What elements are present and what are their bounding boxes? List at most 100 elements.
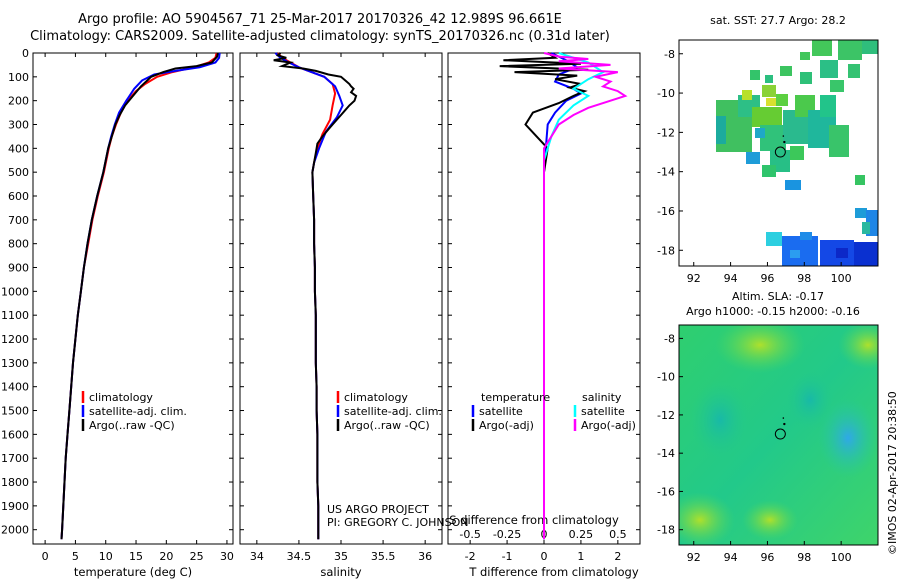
x-axis-label-top: S difference from climatology bbox=[449, 513, 619, 527]
argo-track-point bbox=[782, 417, 785, 419]
legend-label: satellite bbox=[581, 405, 625, 418]
y-tick-label: 1200 bbox=[1, 333, 29, 346]
argo-position-marker bbox=[774, 428, 786, 440]
x-axis-label: temperature (deg C) bbox=[74, 565, 192, 579]
pi-annotation: PI: GREGORY C. JOHNSON bbox=[327, 516, 468, 529]
y-tick-label: -12 bbox=[657, 126, 675, 139]
x-tick-label-salinity: 0.25 bbox=[569, 528, 594, 541]
series-line-argo-raw-qc- bbox=[273, 52, 358, 540]
legend-label: satellite-adj. clim. bbox=[89, 405, 187, 418]
y-tick-label: -16 bbox=[657, 205, 675, 218]
y-tick-label: 1000 bbox=[1, 285, 29, 298]
argo-track-point bbox=[783, 422, 786, 426]
sla-heatmap-image bbox=[679, 325, 878, 545]
legend-label: climatology bbox=[89, 391, 153, 404]
legend-label: Argo(..raw -QC) bbox=[89, 419, 175, 432]
x-tick-label: 94 bbox=[724, 551, 738, 564]
x-tick-label: 98 bbox=[797, 551, 811, 564]
x-tick-label: 1 bbox=[577, 550, 584, 563]
x-axis-label: T difference from climatology bbox=[468, 565, 639, 579]
y-tick-label: 1700 bbox=[1, 452, 29, 465]
plot-frame bbox=[239, 52, 443, 545]
y-tick-label: -8 bbox=[664, 332, 675, 345]
x-tick-label: 2 bbox=[614, 550, 621, 563]
map-frame bbox=[678, 324, 879, 546]
x-tick-label: 92 bbox=[687, 272, 701, 285]
y-tick-label: 200 bbox=[8, 95, 29, 108]
series-line-s-argo-adj- bbox=[543, 52, 628, 540]
series-line-s-satellite bbox=[543, 52, 606, 540]
y-tick-label: 0 bbox=[22, 47, 29, 60]
x-tick-label: 20 bbox=[159, 550, 173, 563]
x-tick-label-salinity: 0.5 bbox=[609, 528, 627, 541]
y-tick-label: -12 bbox=[657, 409, 675, 422]
plot-frame bbox=[32, 52, 234, 545]
figure-title-line-2: Climatology: CARS2009. Satellite-adjuste… bbox=[30, 29, 610, 44]
copyright-credit: ©IMOS 02-Apr-2017 20:38:50 bbox=[886, 391, 899, 555]
y-tick-label: 800 bbox=[8, 238, 29, 251]
profile-panel-salinity: 34 34.5 35 35.5 36 salinity climatologysatelli… bbox=[239, 52, 468, 579]
y-tick-label: -18 bbox=[657, 524, 675, 537]
y-tick-label: 1600 bbox=[1, 428, 29, 441]
x-tick-label: -2 bbox=[465, 550, 476, 563]
x-tick-label: 98 bbox=[797, 272, 811, 285]
argo-position-marker bbox=[774, 146, 786, 158]
y-tick-label: -16 bbox=[657, 485, 675, 498]
x-tick-label: 30 bbox=[220, 550, 234, 563]
legend-header-temperature: temperature bbox=[481, 391, 550, 404]
x-tick-label: 0 bbox=[42, 550, 49, 563]
x-tick-label: 96 bbox=[760, 551, 774, 564]
y-tick-label: 1500 bbox=[1, 405, 29, 418]
x-tick-label: 34 bbox=[250, 550, 264, 563]
legend-header-salinity: salinity bbox=[582, 391, 622, 404]
profile-panel-difference: -2 -1 0 1 2-0.5 -0.25 0 0.25 0.5S difference fro… bbox=[447, 52, 641, 579]
sst-heatmap-image bbox=[716, 40, 878, 266]
legend-label: Argo(-adj) bbox=[479, 419, 534, 432]
y-tick-label: -14 bbox=[657, 447, 675, 460]
map-frame bbox=[678, 39, 879, 267]
y-tick-label: 1900 bbox=[1, 500, 29, 513]
x-tick-label: 100 bbox=[831, 272, 852, 285]
legend-label: satellite-adj. clim. bbox=[344, 405, 442, 418]
y-tick-label: 1400 bbox=[1, 381, 29, 394]
series-line-satellite-adj-clim- bbox=[60, 52, 221, 540]
x-axis-label: salinity bbox=[320, 565, 361, 579]
argo-track-point bbox=[783, 140, 786, 144]
series-line-argo-raw-qc- bbox=[60, 52, 219, 540]
x-tick-label: 96 bbox=[760, 272, 774, 285]
x-tick-label-salinity: -0.25 bbox=[493, 528, 521, 541]
y-tick-label: 600 bbox=[8, 190, 29, 203]
y-tick-label: -18 bbox=[657, 244, 675, 257]
y-tick-label: 1100 bbox=[1, 309, 29, 322]
pi-annotation: US ARGO PROJECT bbox=[327, 503, 429, 516]
x-tick-label: 0 bbox=[541, 550, 548, 563]
y-tick-label: -10 bbox=[657, 87, 675, 100]
x-tick-label: -1 bbox=[502, 550, 513, 563]
y-tick-label: 700 bbox=[8, 214, 29, 227]
legend-label: climatology bbox=[344, 391, 408, 404]
profile-panel-temperature: 0100200300400500600700800900100011001200… bbox=[1, 47, 234, 579]
x-tick-label: 35 bbox=[334, 550, 348, 563]
series-line-climatology bbox=[277, 52, 337, 540]
legend-label: Argo(..raw -QC) bbox=[344, 419, 430, 432]
x-tick-label: 100 bbox=[831, 551, 852, 564]
map-title: Argo h1000: -0.15 h2000: -0.16 bbox=[686, 305, 860, 318]
x-tick-label: 35.5 bbox=[371, 550, 396, 563]
y-tick-label: 2000 bbox=[1, 524, 29, 537]
argo-track-point bbox=[782, 135, 785, 137]
y-tick-label: 100 bbox=[8, 71, 29, 84]
y-tick-label: 500 bbox=[8, 166, 29, 179]
y-tick-label: -10 bbox=[657, 371, 675, 384]
y-tick-label: 900 bbox=[8, 262, 29, 275]
figure-title-line-1: Argo profile: AO 5904567_71 25-Mar-2017 … bbox=[78, 12, 562, 27]
legend-label: Argo(-adj) bbox=[581, 419, 636, 432]
y-tick-label: 1800 bbox=[1, 476, 29, 489]
y-tick-label: 300 bbox=[8, 119, 29, 132]
map-title: Altim. SLA: -0.17 bbox=[732, 290, 824, 303]
y-tick-label: -14 bbox=[657, 166, 675, 179]
legend-label: satellite bbox=[479, 405, 523, 418]
x-tick-label: 15 bbox=[129, 550, 143, 563]
map-title: sat. SST: 27.7 Argo: 28.2 bbox=[710, 14, 846, 27]
map-panel-sst_map: sat. SST: 27.7 Argo: 28.2 92 94 96 98 100 -8 -1… bbox=[657, 14, 879, 285]
